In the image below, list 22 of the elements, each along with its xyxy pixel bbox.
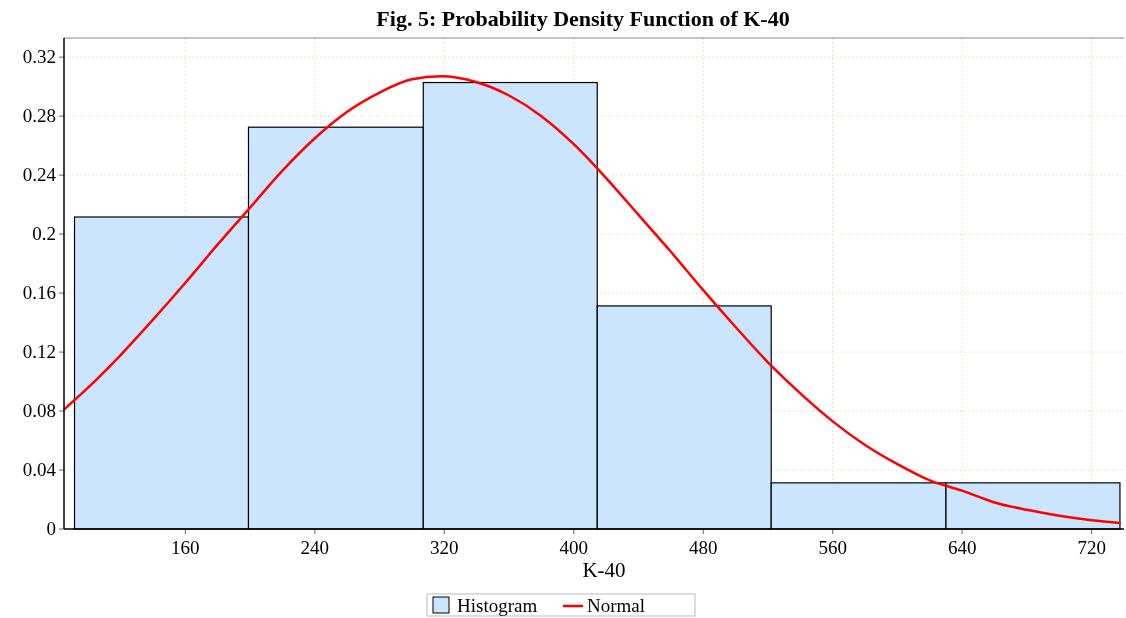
legend-label: Normal — [587, 595, 646, 616]
x-tick-label: 640 — [947, 537, 977, 558]
y-tick-label: 0 — [46, 518, 56, 539]
y-tick-label: 0.12 — [22, 341, 56, 363]
x-axis-title: K-40 — [582, 558, 626, 582]
x-tick-label: 320 — [430, 537, 459, 558]
x-tick-label: 480 — [688, 537, 718, 558]
y-tick-label: 0.08 — [22, 400, 56, 422]
legend-label: Histogram — [457, 595, 538, 616]
y-tick-label: 0.2 — [32, 223, 56, 245]
y-tick-label: 0.32 — [22, 46, 56, 68]
y-tick-label: 0.04 — [22, 459, 57, 481]
x-tick-label: 160 — [171, 537, 200, 558]
x-tick-label: 720 — [1077, 537, 1106, 558]
x-tick-label: 560 — [818, 537, 847, 558]
x-tick-label: 400 — [559, 537, 589, 558]
y-tick-label: 0.24 — [22, 164, 57, 186]
y-tick-label: 0.28 — [22, 105, 56, 127]
y-tick-label: 0.16 — [22, 282, 56, 304]
line-series — [62, 75, 1123, 525]
x-tick-label: 240 — [300, 537, 330, 558]
chart-title: Fig. 5: Probability Density Function of K-40 — [376, 6, 790, 31]
